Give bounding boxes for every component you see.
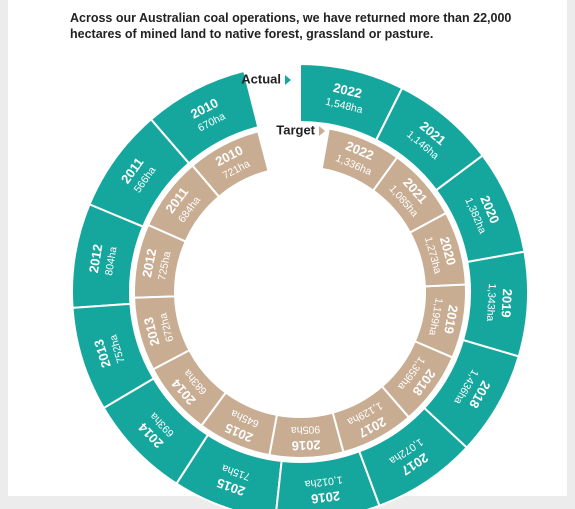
segment <box>408 211 467 288</box>
value-label: 905ha <box>291 423 321 436</box>
value-label: 1,012ha <box>304 473 343 490</box>
segment <box>133 223 187 299</box>
segment <box>380 339 454 419</box>
year-label: 2016 <box>310 488 341 506</box>
segment <box>71 203 145 309</box>
segment <box>133 295 191 371</box>
segment <box>200 391 279 457</box>
legend-label: Actual <box>241 71 281 86</box>
value-label: 725ha <box>156 250 173 281</box>
segment <box>151 348 228 428</box>
segment <box>71 302 156 410</box>
year-label: 2012 <box>86 243 105 274</box>
segment <box>434 154 526 264</box>
segment <box>357 406 469 507</box>
segment <box>331 384 411 454</box>
segment <box>88 117 191 228</box>
value-label: 1,343ha <box>484 283 498 322</box>
segment <box>320 127 399 193</box>
segment <box>413 283 467 359</box>
segment <box>175 433 283 509</box>
year-label: 2019 <box>441 304 461 335</box>
segment <box>461 250 529 358</box>
segment <box>191 130 270 199</box>
legend-arrow <box>319 126 325 136</box>
year-label: 2019 <box>498 288 515 318</box>
chart-title: Across our Australian coal operations, w… <box>70 11 512 41</box>
segment <box>374 86 484 192</box>
segment <box>146 164 221 243</box>
segment <box>268 411 345 459</box>
segment <box>371 155 448 234</box>
year-label: 2022 <box>332 80 364 101</box>
year-label: 2012 <box>139 247 159 278</box>
year-label: 2020 <box>437 235 459 267</box>
segment <box>275 450 381 509</box>
legend-label: Target <box>276 122 315 137</box>
segment <box>422 338 520 449</box>
legend-arrow <box>285 75 291 85</box>
year-label: 2013 <box>141 316 163 348</box>
value-label: 804ha <box>103 246 120 277</box>
segment <box>299 62 404 142</box>
segment <box>102 377 210 486</box>
year-label: 2016 <box>291 437 321 453</box>
segment <box>149 69 260 165</box>
